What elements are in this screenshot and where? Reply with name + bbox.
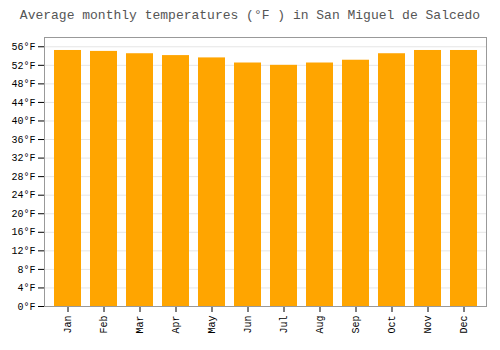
svg-text:40°F: 40°F	[11, 116, 35, 127]
svg-text:8°F: 8°F	[17, 265, 35, 276]
svg-text:4°F: 4°F	[17, 283, 35, 294]
svg-text:36°F: 36°F	[11, 135, 35, 146]
html-text:Average monthly temperatures (: Average monthly temperatures (°F ) in Sa…	[19, 8, 481, 23]
svg-text:28°F: 28°F	[11, 172, 35, 183]
svg-text:Feb: Feb	[99, 316, 110, 334]
svg-text:Aug: Aug	[315, 316, 326, 334]
svg-text:Nov: Nov	[423, 316, 434, 334]
svg-text:Jul: Jul	[279, 316, 290, 334]
svg-text:Apr: Apr	[171, 316, 182, 334]
svg-text:20°F: 20°F	[11, 209, 35, 220]
svg-text:Dec: Dec	[459, 316, 470, 334]
svg-text:Jan: Jan	[63, 316, 74, 334]
svg-text:Oct: Oct	[387, 316, 398, 334]
svg-text:0°F: 0°F	[17, 302, 35, 313]
svg-text:32°F: 32°F	[11, 153, 35, 164]
svg-text:44°F: 44°F	[11, 98, 35, 109]
svg-text:Mar: Mar	[135, 316, 146, 334]
svg-text:48°F: 48°F	[11, 79, 35, 90]
svg-text:16°F: 16°F	[11, 227, 35, 238]
svg-text:Sep: Sep	[351, 316, 362, 334]
svg-text:12°F: 12°F	[11, 246, 35, 257]
svg-text:56°F: 56°F	[11, 42, 35, 53]
svg-text:Jun: Jun	[243, 316, 254, 334]
svg-text:24°F: 24°F	[11, 190, 35, 201]
svg-text:May: May	[207, 316, 218, 334]
svg-text:52°F: 52°F	[11, 61, 35, 72]
